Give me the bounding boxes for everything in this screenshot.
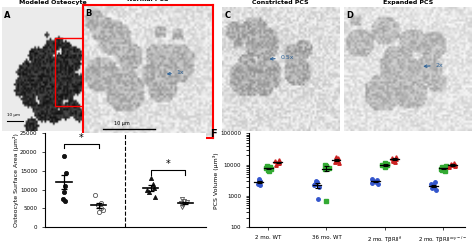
Text: *: * (79, 133, 84, 143)
Text: Constricted PCS: Constricted PCS (252, 0, 309, 5)
Text: D: D (346, 11, 354, 20)
Text: 1x: 1x (168, 70, 184, 75)
Text: Normal PCS: Normal PCS (128, 0, 169, 2)
Text: Modeled Osteocyte: Modeled Osteocyte (19, 0, 87, 5)
Text: 10 μm: 10 μm (114, 121, 130, 126)
Text: 2x: 2x (424, 63, 443, 68)
Text: F: F (210, 129, 217, 139)
Text: 0.5x: 0.5x (271, 55, 294, 60)
Text: B: B (85, 9, 92, 18)
Text: 10 μm: 10 μm (8, 113, 20, 117)
Text: Expanded PCS: Expanded PCS (383, 0, 433, 5)
Text: C: C (224, 11, 230, 20)
Text: A: A (4, 11, 11, 20)
Y-axis label: Osteocyte Surface Area (μm²): Osteocyte Surface Area (μm²) (12, 133, 18, 227)
Y-axis label: PCS Volume (μm³): PCS Volume (μm³) (213, 152, 219, 209)
Bar (55, 38, 100, 106)
Text: *: * (166, 159, 171, 169)
